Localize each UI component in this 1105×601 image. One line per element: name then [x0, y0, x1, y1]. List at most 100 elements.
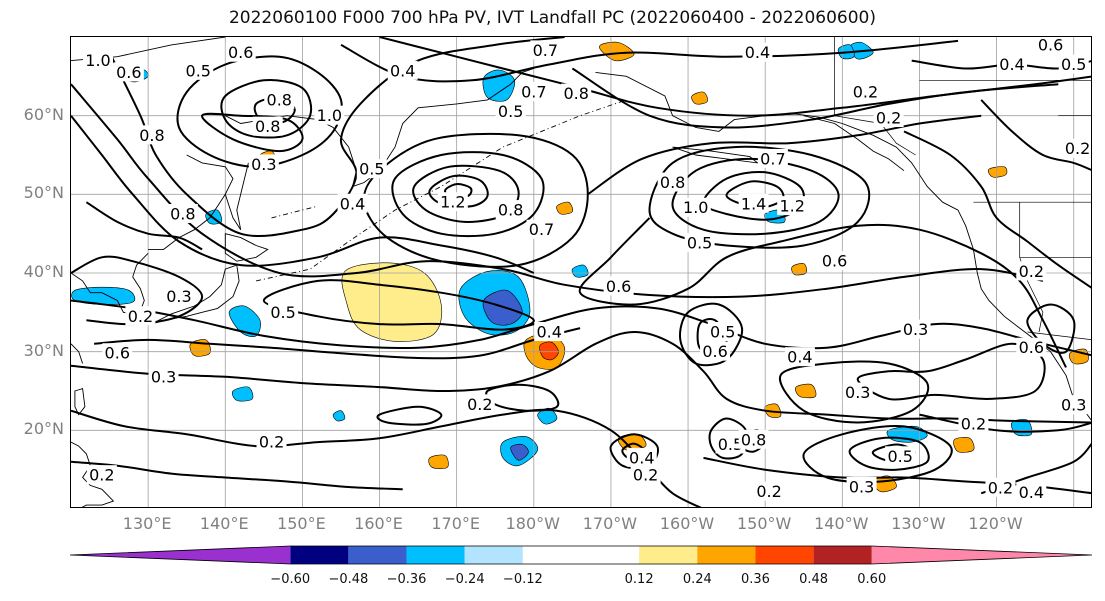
contour-label: 0.5 — [268, 302, 299, 322]
contour-label-text: 0.2 — [259, 433, 284, 452]
pv-contour — [671, 157, 840, 236]
contour-label-text: 0.6 — [116, 63, 141, 82]
contour-label: 0.3 — [846, 476, 877, 496]
contour-label: 0.5 — [495, 101, 526, 121]
contour-label: 1.2 — [777, 196, 808, 216]
contour-label-background — [742, 42, 773, 62]
contour-label-background — [337, 193, 368, 213]
pv-contour — [856, 342, 1046, 401]
maritime-boundary — [271, 205, 318, 219]
contour-label-background — [1058, 395, 1089, 415]
contour-label: 0.4 — [626, 447, 657, 467]
contour-label-background — [1016, 337, 1047, 357]
pv-contour — [85, 201, 203, 251]
contour-label: 0.7 — [526, 219, 557, 239]
contour-label-text: 0.3 — [903, 320, 928, 339]
contour-label-background — [997, 54, 1028, 74]
pv-contour — [71, 408, 702, 507]
contour-label-text: 0.5 — [887, 447, 912, 466]
contour-label-text: 0.2 — [853, 83, 878, 102]
colorbar-segment — [290, 546, 349, 564]
colorbar-tick-label: 0.24 — [682, 572, 712, 587]
contour-label-text: 1.2 — [440, 193, 465, 212]
political-border — [1027, 331, 1091, 341]
contour-label: 0.4 — [1016, 482, 1047, 502]
contour-label-text: 1.0 — [85, 51, 110, 70]
contour-label-text: 0.6 — [606, 277, 631, 296]
longitude-label: 170°W — [582, 514, 638, 533]
pv-contour — [848, 436, 930, 471]
contour-label-text: 0.4 — [340, 194, 365, 213]
contour-label-background — [82, 50, 113, 70]
political-border — [834, 37, 916, 156]
contour-label-text: 0.2 — [1019, 262, 1044, 281]
colorbar-tick-label: −0.12 — [502, 572, 543, 587]
contour-label: 0.2 — [1016, 261, 1047, 281]
contour-label-text: 0.3 — [845, 383, 870, 402]
longitude-label: 160°E — [354, 514, 403, 533]
contour-label-background — [846, 476, 877, 496]
contour-label: 0.6 — [1016, 337, 1047, 357]
contour-label-background — [356, 159, 387, 179]
contour-label: 0.2 — [958, 414, 989, 434]
pv-contour — [578, 217, 1067, 368]
contour-label-background — [958, 414, 989, 434]
contour-label-text: 0.8 — [498, 201, 523, 220]
maritime-boundary — [256, 99, 627, 282]
contour-label-text: 0.7 — [533, 41, 558, 60]
contour-label-background — [163, 286, 194, 306]
contour-label: 0.2 — [86, 465, 117, 485]
colorbar-segment — [348, 546, 407, 564]
contour-label-background — [102, 343, 133, 363]
contour-label-background — [985, 477, 1016, 497]
colorbar-segment — [464, 546, 523, 564]
contour-label-text: 0.5 — [270, 303, 295, 322]
positive-anomaly-patch — [599, 41, 635, 62]
contour-label-background — [819, 251, 850, 271]
map-plot: 1.00.6 0.50.60.81.00.80.80.30.40.70.50.7 0… — [71, 37, 1091, 507]
colorbar-tick-label: −0.24 — [444, 572, 485, 587]
contour-label-background — [256, 432, 287, 452]
contour-label-background — [167, 204, 198, 223]
coastline — [672, 146, 760, 164]
contour-label-background — [630, 465, 661, 485]
contour-label-text: 0.8 — [741, 430, 766, 449]
contour-label-text: 0.4 — [745, 43, 770, 62]
contour-label-text: 0.2 — [467, 395, 492, 414]
pv-contour — [176, 55, 343, 168]
contour-label-text: 0.7 — [521, 83, 546, 102]
contour-label-text: 0.2 — [633, 466, 658, 485]
pv-contour — [362, 132, 589, 268]
colorbar-tick-label: 0.36 — [740, 572, 770, 587]
contour-label-text: 0.4 — [787, 348, 812, 367]
longitude-label: 140°E — [199, 514, 249, 533]
positive-anomaly-patch — [691, 91, 708, 105]
contour-label: 0.4 — [337, 193, 368, 213]
contour-label-background — [700, 341, 731, 361]
negative-anomaly-patch — [232, 386, 254, 402]
contour-label: 0.3 — [163, 286, 194, 306]
longitude-label: 130°W — [891, 514, 946, 533]
contour-label-background — [1062, 138, 1091, 158]
contour-label-background — [680, 197, 711, 217]
contour-label-background — [626, 447, 657, 467]
colorbar-tick-label: 0.60 — [857, 572, 887, 587]
contour-label-background — [248, 154, 279, 174]
contour-label: 0.2 — [873, 108, 904, 128]
contour-label-background — [1016, 261, 1047, 281]
contour-label: 0.5 — [885, 446, 916, 466]
contour-label-background — [526, 219, 557, 239]
longitude-label: 150°E — [277, 514, 326, 533]
colorbar-max-extension — [871, 546, 1092, 564]
contour-label-text: 0.3 — [849, 477, 874, 496]
contour-label-background — [136, 125, 167, 145]
colorbar-tick-label: −0.36 — [386, 572, 427, 587]
contour-label: 1.0 — [314, 105, 345, 125]
contour-label-background — [534, 322, 565, 341]
contour-label-background — [252, 116, 283, 136]
contour-label: 0.5 — [715, 434, 746, 454]
latitude-label: 20°N — [23, 419, 64, 439]
negative-anomaly-patch — [482, 69, 516, 102]
contour-label-background — [1058, 54, 1089, 74]
contour-label-background — [850, 82, 881, 102]
